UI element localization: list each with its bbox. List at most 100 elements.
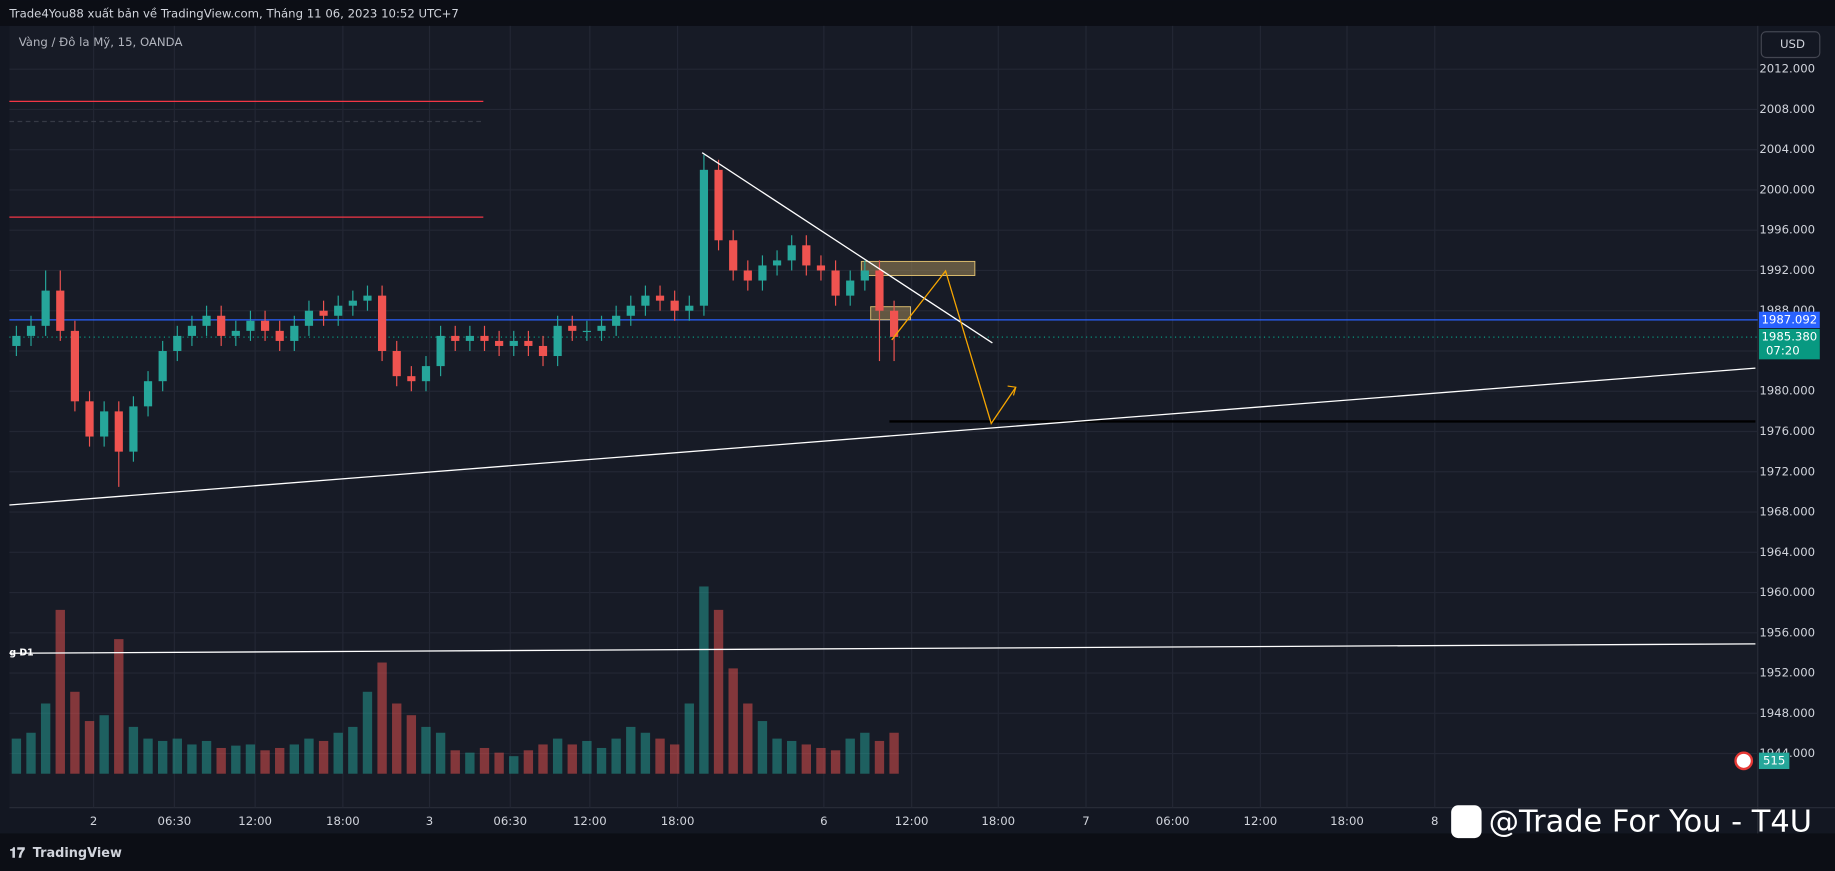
candle-body xyxy=(217,315,226,336)
volume-bar xyxy=(40,703,51,774)
candle-body xyxy=(714,169,723,241)
symbol: Vàng / Đô la Mỹ, 15, OANDA xyxy=(19,35,183,49)
candle-body xyxy=(875,270,884,311)
x-tick-label: 8 xyxy=(1431,814,1438,828)
volume-bar xyxy=(406,715,417,774)
logo-mark: 𝟏𝟕 xyxy=(9,845,25,861)
volume-bar xyxy=(494,752,504,774)
candle-body xyxy=(787,245,796,261)
x-tick-label: 6 xyxy=(820,814,827,828)
volume-bar xyxy=(289,744,300,774)
volume-bar xyxy=(245,744,256,774)
candle-body xyxy=(41,290,50,326)
candle-body xyxy=(451,335,460,341)
candle-body xyxy=(802,245,811,266)
volume-bar xyxy=(699,586,709,774)
volume-bar xyxy=(99,715,109,774)
candle-body xyxy=(334,305,343,316)
y-tick-label: 1968.000 xyxy=(1759,505,1815,519)
y-tick-label: 1976.000 xyxy=(1759,424,1815,438)
volume-bar xyxy=(172,738,182,774)
candle-body xyxy=(538,345,548,357)
candle-body xyxy=(275,330,284,341)
y-tick-label: 1992.000 xyxy=(1759,263,1815,277)
y-tick-label: 2000.000 xyxy=(1759,182,1815,196)
volume-bar xyxy=(596,747,607,774)
candle-body xyxy=(187,325,197,336)
candle-body xyxy=(816,265,826,271)
last-price-label: 1987.092 xyxy=(1761,312,1817,326)
x-tick-label: 18:00 xyxy=(326,814,360,828)
candle-body xyxy=(641,295,650,306)
candle-body xyxy=(670,300,679,311)
candle-body xyxy=(319,310,328,316)
candle-body xyxy=(378,295,387,351)
trend-line xyxy=(9,367,1756,506)
candle-body xyxy=(114,411,123,452)
volume-bar xyxy=(816,747,826,774)
candle-body xyxy=(465,335,474,341)
volume-bar xyxy=(626,726,636,774)
candle-body xyxy=(860,270,869,281)
candle-body xyxy=(831,270,840,296)
volume-bar xyxy=(26,732,36,774)
volume-bar xyxy=(348,726,358,774)
volume-bar xyxy=(362,691,373,774)
volume-bar xyxy=(157,740,168,774)
y-tick-label: 1980.000 xyxy=(1759,384,1815,398)
volume-bar xyxy=(640,732,651,774)
candle-body xyxy=(509,340,518,346)
candle-body xyxy=(173,335,182,351)
candle-body xyxy=(348,300,357,306)
y-tick-label: 2012.000 xyxy=(1759,62,1815,76)
volume-bar xyxy=(479,747,490,774)
x-tick-label: 12:00 xyxy=(1244,814,1278,828)
candle-body xyxy=(56,290,65,331)
volume-bar xyxy=(567,744,577,774)
flag-icon xyxy=(1734,751,1754,771)
candle-body xyxy=(597,325,606,331)
currency-button[interactable] xyxy=(1760,31,1821,59)
current-price-label: 1985.380 xyxy=(1761,330,1817,344)
volume-bar xyxy=(874,740,885,774)
brand: TradingView xyxy=(33,846,122,861)
volume-bar xyxy=(187,744,197,774)
footer-bar xyxy=(0,833,1835,871)
candle-body xyxy=(363,295,372,301)
candle-body xyxy=(612,315,621,326)
volume-bar xyxy=(333,732,343,774)
volume-bar xyxy=(143,738,153,774)
x-tick-label: 18:00 xyxy=(981,814,1015,828)
volume-bar xyxy=(830,750,841,774)
x-tick-label: 3 xyxy=(426,814,433,828)
candle-body xyxy=(772,260,782,266)
watermark: @Trade For You - T4U xyxy=(1489,804,1812,839)
volume-bar xyxy=(552,738,563,774)
volume-bar xyxy=(392,703,402,774)
candle-body xyxy=(143,381,153,407)
volume-bar xyxy=(523,750,534,774)
candle-body xyxy=(568,325,577,331)
header-title: Trade4You88 xuất bản về TradingView.com,… xyxy=(8,7,459,21)
candle-body xyxy=(392,350,401,377)
volume-bar xyxy=(743,703,753,774)
currency: USD xyxy=(1780,37,1805,51)
candle-body xyxy=(685,305,694,311)
trend-line xyxy=(891,269,1017,425)
plot-area xyxy=(9,25,1758,808)
candle-body xyxy=(12,335,21,346)
candle-body xyxy=(699,169,709,306)
candle-body xyxy=(407,376,416,382)
volume-label: 515 xyxy=(1763,753,1785,767)
tv-logo: 𝟏𝟕 xyxy=(9,845,25,861)
candle-body xyxy=(553,325,562,357)
facebook-icon xyxy=(1451,805,1482,839)
x-tick-label: 2 xyxy=(90,814,97,828)
y-tick-label: 1996.000 xyxy=(1759,223,1815,237)
countdown: 07:20 xyxy=(1766,344,1800,358)
y-tick-label: 1948.000 xyxy=(1759,706,1815,720)
x-tick-label: 12:00 xyxy=(573,814,607,828)
volume-bar xyxy=(450,750,460,774)
candle-body xyxy=(100,411,109,437)
